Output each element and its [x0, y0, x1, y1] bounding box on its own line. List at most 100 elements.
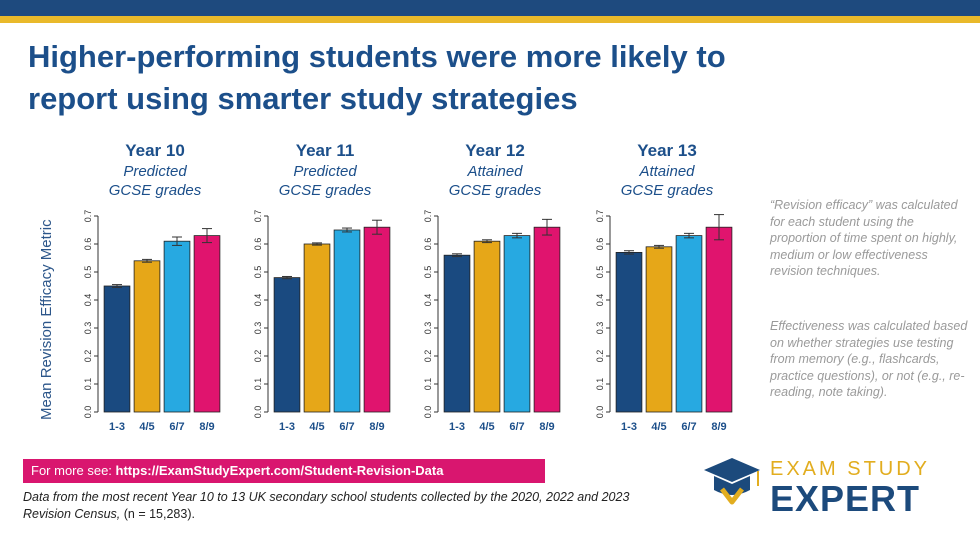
x-tick-label: 8/9 [539, 421, 554, 433]
chart-panel-year-10: Year 10 Predicted GCSE grades 0.0 0.1 0.2 0… [80, 140, 230, 440]
y-tick-label: 0.5 [83, 266, 93, 279]
panel-header: Year 12 Attained GCSE grades [420, 140, 570, 200]
footnote-text: Data from the most recent Year 10 to 13 … [23, 490, 630, 521]
y-tick-label: 0.0 [595, 406, 605, 419]
y-tick-label: 0.5 [423, 266, 433, 279]
footnote: Data from the most recent Year 10 to 13 … [23, 489, 643, 523]
y-tick-label: 0.3 [595, 322, 605, 335]
y-tick-label: 0.4 [595, 294, 605, 307]
y-tick-label: 0.1 [423, 378, 433, 391]
x-tick-label: 8/9 [199, 421, 214, 433]
panel-title: Year 11 [295, 141, 355, 160]
x-tick-label: 1-3 [621, 421, 637, 433]
x-tick-label: 4/5 [651, 421, 666, 433]
panel-title: Year 13 [637, 141, 697, 160]
bar-1-3 [103, 285, 131, 413]
y-tick-label: 0.2 [253, 350, 263, 363]
bar-1-3 [443, 254, 471, 413]
y-tick-label: 0.0 [83, 406, 93, 419]
graduation-cap-icon [704, 458, 760, 505]
y-tick-label: 0.3 [253, 322, 263, 335]
bar-8-9 [363, 226, 391, 413]
y-tick-label: 0.4 [423, 294, 433, 307]
x-tick-label: 6/7 [509, 421, 524, 433]
y-tick-label: 0.4 [253, 294, 263, 307]
x-tick-label: 6/7 [681, 421, 696, 433]
y-axis-label: Mean Revision Efficacy Metric [38, 219, 55, 420]
y-tick-label: 0.2 [595, 350, 605, 363]
bar-6-7 [333, 229, 361, 413]
page-title: Higher-performing students were more lik… [28, 39, 726, 116]
panel-subtitle-2: GCSE grades [108, 182, 202, 199]
bar-1-3 [615, 252, 643, 413]
bar-6-7 [675, 235, 703, 413]
y-tick-label: 0.7 [595, 210, 605, 222]
panel-subtitle-1: Attained [467, 163, 523, 180]
chart-panel-year-11: Year 11 Predicted GCSE grades 0.0 0.1 0.2 0… [250, 140, 400, 440]
y-tick-label: 0.5 [595, 266, 605, 279]
bar-chart: 0.0 0.1 0.2 0.3 0.4 0.5 0.6 0.7 1-3 4/5 6/7 8/9 [595, 210, 733, 433]
y-tick-label: 0.0 [253, 406, 263, 419]
data-link[interactable]: https://ExamStudyExpert.com/Student-Revi… [115, 463, 444, 478]
bar-chart: 0.0 0.1 0.2 0.3 0.4 0.5 0.6 0.7 1-3 4/5 6/7 8/9 [423, 210, 561, 433]
y-tick-label: 0.1 [595, 378, 605, 391]
bar-8-9 [533, 226, 561, 413]
footnote-sample-size: (n = 15,283). [120, 507, 195, 521]
bar-1-3 [273, 277, 301, 413]
note-revision-efficacy: “Revision efficacy” was calculated for e… [770, 198, 958, 278]
logo-text-top: EXAM STUDY [770, 458, 931, 480]
y-tick-label: 0.3 [83, 322, 93, 335]
y-tick-label: 0.6 [423, 238, 433, 251]
bar-4-5 [303, 243, 331, 413]
y-tick-label: 0.7 [423, 210, 433, 222]
bar-8-9 [193, 235, 221, 413]
gold-stripe [0, 16, 980, 23]
y-tick-label: 0.2 [83, 350, 93, 363]
panel-subtitle-2: GCSE grades [278, 182, 372, 199]
panel-header: Year 11 Predicted GCSE grades [250, 140, 400, 200]
y-tick-label: 0.6 [83, 238, 93, 251]
x-tick-label: 1-3 [109, 421, 125, 433]
panel-title: Year 12 [465, 141, 525, 160]
y-tick-label: 0.0 [423, 406, 433, 419]
x-tick-label: 1-3 [279, 421, 295, 433]
y-tick-label: 0.7 [83, 210, 93, 222]
y-tick-label: 0.7 [253, 210, 263, 222]
x-tick-label: 1-3 [449, 421, 465, 433]
link-prefix: For more see: [31, 463, 116, 478]
top-band [0, 0, 980, 16]
panel-header: Year 13 Attained GCSE grades [592, 140, 742, 200]
y-tick-label: 0.1 [83, 378, 93, 391]
y-tick-label: 0.6 [595, 238, 605, 251]
panel-subtitle-1: Predicted [123, 163, 187, 180]
bar-6-7 [503, 235, 531, 413]
bar-6-7 [163, 240, 191, 413]
x-tick-label: 6/7 [169, 421, 184, 433]
bar-4-5 [645, 246, 673, 413]
panel-subtitle-1: Predicted [293, 163, 357, 180]
bar-8-9 [705, 226, 733, 413]
note-effectiveness: Effectiveness was calculated based on wh… [770, 319, 968, 399]
bar-chart: 0.0 0.1 0.2 0.3 0.4 0.5 0.6 0.7 1-3 4/5 6/7 8/9 [83, 210, 221, 433]
chart-panel-year-12: Year 12 Attained GCSE grades 0.0 0.1 0.2 0.… [420, 140, 570, 440]
panel-subtitle-1: Attained [639, 163, 695, 180]
x-tick-label: 6/7 [339, 421, 354, 433]
y-tick-label: 0.2 [423, 350, 433, 363]
bar-4-5 [473, 240, 501, 413]
logo-text-bottom: EXPERT [770, 478, 921, 519]
x-tick-label: 4/5 [139, 421, 154, 433]
chart-panel-year-13: Year 13 Attained GCSE grades 0.0 0.1 0.2 0.… [592, 140, 742, 440]
panel-subtitle-2: GCSE grades [448, 182, 542, 199]
y-tick-label: 0.3 [423, 322, 433, 335]
x-tick-label: 4/5 [309, 421, 324, 433]
more-info-bar: For more see: https://ExamStudyExpert.co… [23, 459, 545, 483]
panel-title: Year 10 [125, 141, 185, 160]
y-tick-label: 0.6 [253, 238, 263, 251]
y-tick-label: 0.1 [253, 378, 263, 391]
y-tick-label: 0.4 [83, 294, 93, 307]
bar-4-5 [133, 260, 161, 413]
panel-header: Year 10 Predicted GCSE grades [80, 140, 230, 200]
x-tick-label: 8/9 [369, 421, 384, 433]
y-tick-label: 0.5 [253, 266, 263, 279]
x-tick-label: 8/9 [711, 421, 726, 433]
